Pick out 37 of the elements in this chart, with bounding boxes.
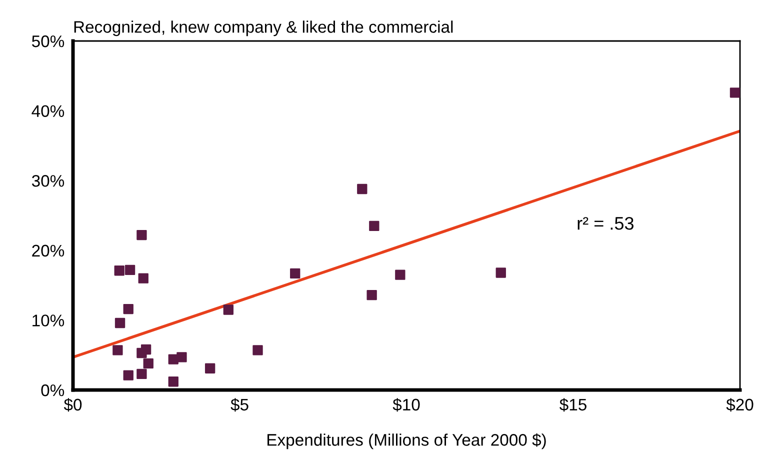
point — [223, 304, 234, 315]
point — [123, 304, 134, 314]
point — [357, 184, 368, 194]
point — [168, 376, 178, 387]
y-tick-label: 30% — [32, 175, 64, 187]
point — [143, 358, 154, 369]
point — [123, 370, 134, 380]
x-tick-label: $5 — [230, 398, 248, 412]
x-tick-label: $15 — [560, 398, 586, 412]
point — [114, 266, 124, 276]
point — [112, 345, 123, 356]
x-tick-label: $10 — [392, 398, 420, 412]
point — [136, 230, 147, 240]
x-axis-title: Expenditures (Millions of Year 2000 $) — [268, 433, 546, 450]
point — [369, 220, 380, 232]
point — [366, 290, 377, 300]
point — [395, 270, 406, 280]
point — [204, 363, 216, 374]
point — [114, 318, 126, 328]
point — [176, 352, 187, 362]
y-tick-label: 10% — [32, 314, 64, 326]
point — [138, 273, 148, 284]
point — [124, 264, 136, 276]
y-tick-label: 20% — [32, 244, 64, 257]
x-tick-label: $20 — [726, 398, 754, 412]
x-tick-label: $0 — [64, 398, 82, 412]
y-tick-label: 50% — [32, 35, 64, 48]
annotation: r² = .53 — [578, 216, 634, 230]
chart-title: Recognized, knew company & liked the commercial — [74, 20, 453, 36]
point — [252, 345, 263, 356]
point — [496, 268, 506, 278]
y-tick-label: 0% — [41, 384, 64, 396]
y-tick-label: 40% — [32, 105, 64, 118]
point — [290, 268, 300, 279]
point — [136, 348, 147, 358]
point — [730, 88, 740, 98]
point — [136, 368, 147, 380]
